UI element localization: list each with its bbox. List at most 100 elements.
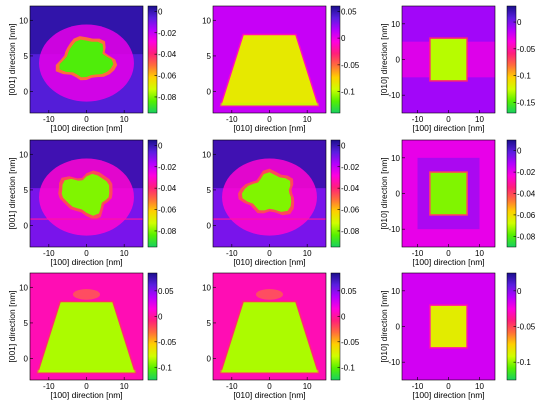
y-tick-label: -10 [388,358,400,367]
colorbar-tick-label: -0.04 [517,190,536,199]
apex-spot [255,289,284,300]
x-tick-label: 10 [475,382,484,391]
colorbar [506,5,517,114]
square-island [429,171,468,216]
colorbar [330,5,341,114]
colorbar [147,272,158,381]
y-tick-label: -10 [388,91,400,100]
y-tick-label: 10 [202,283,211,292]
x-tick-label: 0 [446,115,451,124]
colorbar [330,272,341,381]
colorbar-tick-label: -0.02 [158,29,177,38]
island-core [241,172,292,212]
colorbar-tick-label: -0.06 [517,211,536,220]
y-tick-label: 5 [24,186,29,195]
island-core [61,173,110,216]
colorbar-tick-label: -0.04 [158,184,177,193]
y-tick-label: 10 [19,16,28,25]
colorbar-tick-label: -0.05 [341,61,360,70]
colorbar-tick-label: -0.1 [158,363,172,372]
y-tick-label: 10 [202,150,211,159]
colorbar-tick-label: -0.02 [341,163,360,172]
colorbar-tick-label: 0 [341,141,346,150]
y-tick-label: 10 [391,154,400,163]
x-axis-label: [100] direction [nm] [50,123,122,133]
x-axis-label: [100] direction [nm] [412,390,484,400]
x-tick-label: -10 [412,382,424,391]
x-tick-label: 10 [120,382,129,391]
colorbar-tick-label: -0.15 [517,98,536,107]
x-axis-label: [100] direction [nm] [412,257,484,267]
colorbar-tick-label: -0.08 [158,93,177,102]
x-tick-label: 0 [84,249,89,258]
x-tick-label: 0 [267,249,272,258]
x-tick-label: 10 [303,115,312,124]
heatmap-field [30,6,143,113]
colorbar-tick-label: -0.05 [517,45,536,54]
y-tick-label: 0 [207,88,212,97]
colorbar-tick-label: -0.1 [517,72,531,81]
colorbar-tick-label: 0 [517,147,522,156]
y-axis-label: [001] direction [nm] [7,290,17,362]
y-tick-label: 0 [24,88,29,97]
x-tick-label: 10 [303,382,312,391]
colorbar-tick-label: 0.05 [158,287,174,296]
x-tick-label: 0 [446,382,451,391]
y-tick-label: 10 [391,20,400,29]
x-axis-label: [100] direction [nm] [50,390,122,400]
y-tick-label: 10 [19,150,28,159]
colorbar-tick-label: -0.05 [517,323,536,332]
heatmap-field [213,273,326,380]
colorbar-tick-label: -0.08 [517,232,536,241]
colorbar-tick-label: -0.02 [517,168,536,177]
x-tick-label: -10 [226,382,238,391]
x-tick-label: 0 [84,115,89,124]
y-tick-label: 0 [207,222,212,231]
x-tick-label: 10 [303,249,312,258]
square-island [429,37,468,82]
y-tick-label: 5 [207,186,212,195]
colorbar-tick-label: -0.06 [341,206,360,215]
colorbar-tick-label: 0 [341,34,346,43]
colorbar-tick-label: -0.02 [158,163,177,172]
y-tick-label: 5 [24,319,29,328]
island-core [59,39,114,78]
colorbar-tick-label: 0 [158,7,163,16]
base-band [220,369,319,373]
y-tick-label: -10 [388,225,400,234]
x-tick-label: 0 [84,382,89,391]
heatmap-field [213,6,326,113]
y-tick-label: 10 [19,283,28,292]
colorbar-tick-label: -0.05 [341,338,360,347]
y-tick-label: 0 [396,56,401,65]
colorbar-tick-label: 0 [517,18,522,27]
x-axis-label: [010] direction [nm] [233,123,305,133]
colorbar [147,139,158,248]
colorbar-tick-label: -0.1 [341,363,355,372]
heatmap-field [30,140,143,247]
y-tick-label: 5 [207,319,212,328]
x-tick-label: 0 [267,115,272,124]
x-tick-label: 0 [267,382,272,391]
substrate-line [213,218,326,220]
x-tick-label: -10 [43,382,55,391]
x-tick-label: -10 [226,249,238,258]
y-tick-label: 0 [207,355,212,364]
heatmap-field [402,140,495,247]
x-tick-label: -10 [43,249,55,258]
y-tick-label: 10 [202,16,211,25]
colorbar-tick-label: 0 [158,141,163,150]
square-island [429,304,468,349]
base-band [220,102,319,106]
heatmap-field [402,6,495,113]
colorbar [147,5,158,114]
heatmap-field [402,273,495,380]
y-axis-label: [010] direction [nm] [379,23,389,95]
y-tick-label: 0 [396,323,401,332]
